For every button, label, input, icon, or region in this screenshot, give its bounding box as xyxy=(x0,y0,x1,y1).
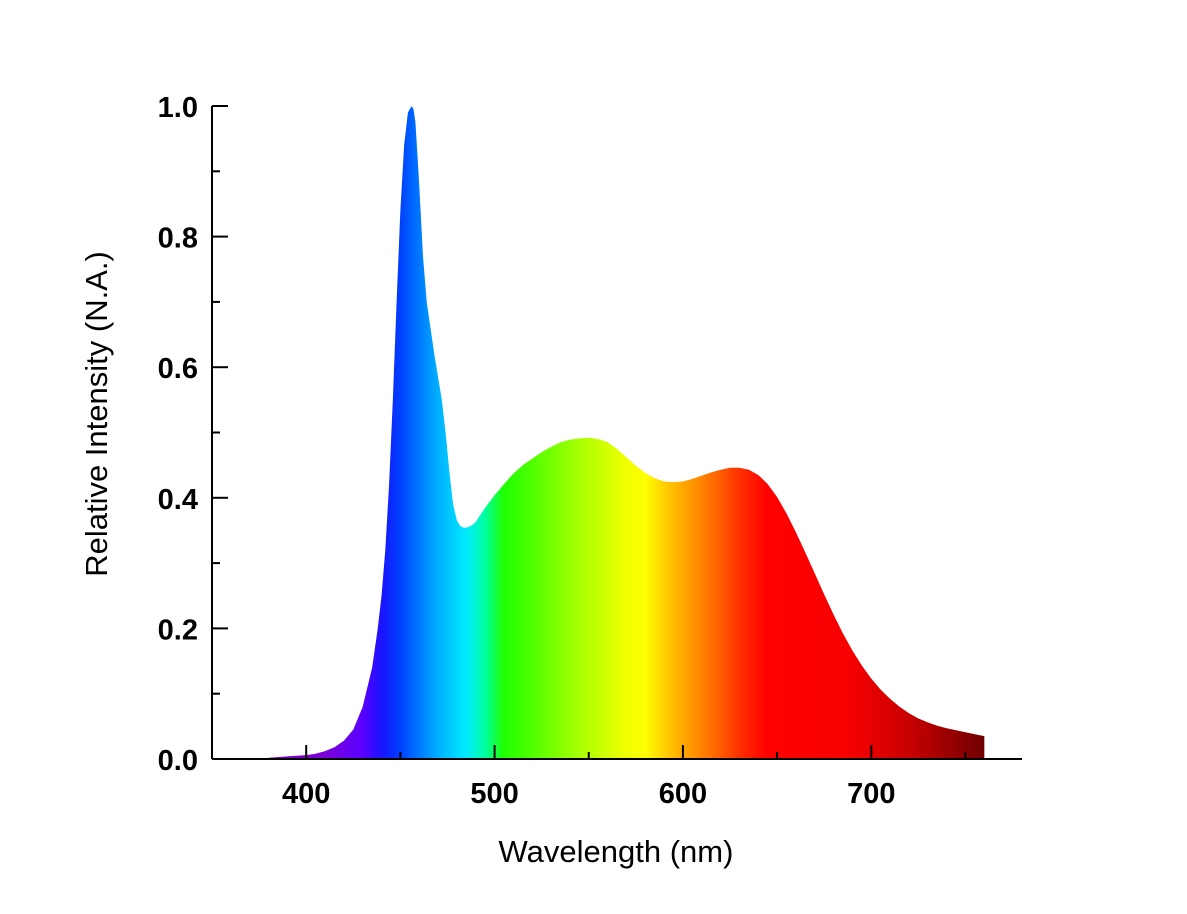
y-tick-label: 0.0 xyxy=(158,745,198,777)
spectrum-area xyxy=(268,106,985,759)
x-tick-label: 600 xyxy=(659,778,707,810)
x-axis-title: Wavelength (nm) xyxy=(499,834,734,869)
axes xyxy=(211,105,1022,760)
tick-labels: 400 500 600 700 0.0 0.2 0.4 0.6 0.8 1.0 xyxy=(158,92,896,810)
y-axis-title: Relative Intensity (N.A.) xyxy=(79,251,114,577)
y-tick-label: 1.0 xyxy=(158,92,198,124)
x-tick-label: 700 xyxy=(847,778,895,810)
y-tick-label: 0.8 xyxy=(158,223,198,255)
x-tick-label: 500 xyxy=(470,778,518,810)
spectrum-area-layer xyxy=(268,106,985,759)
y-tick-label: 0.2 xyxy=(158,614,198,646)
y-tick-label: 0.4 xyxy=(158,484,198,516)
y-tick-label: 0.6 xyxy=(158,353,198,385)
x-tick-label: 400 xyxy=(282,778,330,810)
